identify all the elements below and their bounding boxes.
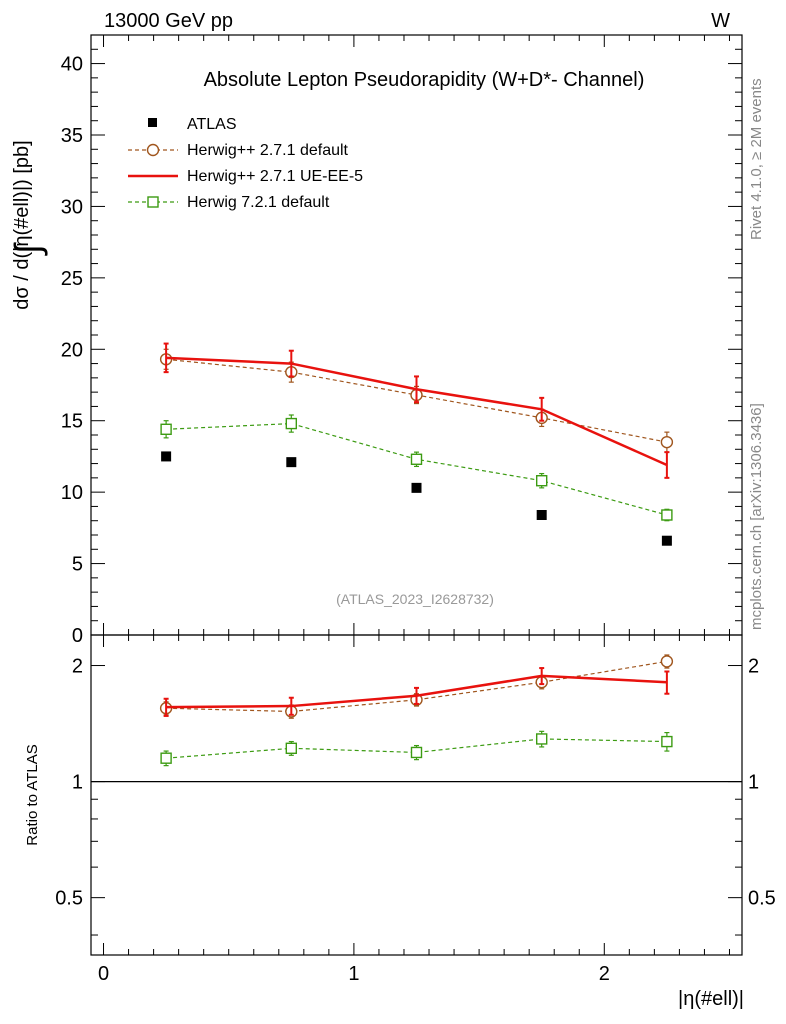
- atlas-data-point: [661, 535, 672, 546]
- legend-label-atlas: ATLAS: [187, 116, 237, 133]
- legend-label-herwig7-default: Herwig 7.2.1 default: [187, 194, 330, 211]
- ratio-y-tick-label-left: 2: [72, 656, 83, 678]
- legend-entry-herwigpp-ueee5: Herwig++ 2.7.1 UE-EE-5: [128, 168, 363, 185]
- main-y-tick-labels: 0 5 10 15 20 25 30 35 40: [61, 54, 83, 647]
- main-y-tick-label: 0: [72, 625, 83, 647]
- y-axis-label: dσ / d(|η(#ell)|) [pb]: [11, 140, 33, 309]
- ratio-y-tick-label-left: 0.5: [55, 888, 83, 910]
- chart-title: Absolute Lepton Pseudorapidity (W+D*- Ch…: [204, 69, 645, 91]
- y-axis-integral-sign: ∫: [7, 242, 48, 256]
- main-y-tick-label: 10: [61, 482, 83, 504]
- series-3-square-point: [160, 423, 172, 435]
- series-1-circle-point: [660, 435, 674, 449]
- series-3-square-point: [535, 475, 548, 487]
- legend-entry-herwigpp-default: Herwig++ 2.7.1 default: [128, 142, 349, 159]
- series-3-square-point: [410, 453, 423, 465]
- analysis-watermark: (ATLAS_2023_I2628732): [336, 591, 494, 607]
- series-3-ratio-square-point: [535, 733, 548, 745]
- main-y-tick-label: 40: [61, 54, 83, 76]
- legend-entry-atlas: ATLAS: [148, 116, 237, 133]
- x-tick-label: 1: [348, 963, 359, 985]
- legend: ATLAS Herwig++ 2.7.1 default Herwig++ 2.…: [128, 116, 363, 211]
- x-tick-labels: 0 1 2: [98, 963, 610, 985]
- header-energy-label: 13000 GeV pp: [104, 10, 233, 32]
- ratio-y-tick-label-left: 1: [72, 772, 83, 794]
- atlas-data-point: [161, 451, 172, 462]
- ratio-series-layer: [159, 654, 674, 767]
- ratio-y-tick-label-right: 2: [748, 656, 759, 678]
- series-3-ratio-square-point: [661, 735, 673, 748]
- atlas-data-point: [536, 510, 547, 520]
- main-y-tick-label: 15: [61, 411, 83, 433]
- series-3-ratio-square-point: [285, 742, 298, 754]
- series-2-line: [166, 356, 668, 467]
- series-3-square-point: [661, 509, 673, 521]
- ratio-panel-frame: [90, 634, 743, 956]
- legend-marker-atlas: [148, 118, 157, 127]
- legend-marker-herwig7-default: [147, 196, 159, 208]
- main-y-tick-label: 20: [61, 339, 83, 361]
- axis-ticks: [91, 34, 742, 955]
- x-tick-label: 2: [599, 963, 610, 985]
- legend-marker-herwigpp-default: [146, 143, 160, 157]
- x-axis-label: |η(#ell)|: [678, 988, 744, 1010]
- legend-label-herwigpp-ueee5: Herwig++ 2.7.1 UE-EE-5: [187, 168, 363, 185]
- ratio-y-tick-labels: 0.5 0.5 1 1 2 2: [55, 656, 776, 910]
- x-tick-label: 0: [98, 963, 109, 985]
- ratio-y-tick-label-right: 0.5: [748, 888, 776, 910]
- ratio-y-tick-label-right: 1: [748, 772, 759, 794]
- header-process-label: W: [711, 10, 730, 32]
- series-3-ratio-square-point: [160, 752, 172, 764]
- side-label-mcplots: mcplots.cern.ch [arXiv:1306.3436]: [748, 403, 765, 630]
- main-series-layer: [159, 342, 674, 546]
- main-y-tick-label: 30: [61, 196, 83, 218]
- atlas-data-point: [411, 482, 422, 493]
- legend-entry-herwig7-default: Herwig 7.2.1 default: [128, 194, 330, 211]
- side-label-rivet: Rivet 4.1.0, ≥ 2M events: [748, 78, 765, 240]
- series-3-line: [166, 422, 668, 516]
- main-y-tick-label: 25: [61, 268, 83, 290]
- legend-label-herwigpp-default: Herwig++ 2.7.1 default: [187, 142, 349, 159]
- main-y-tick-label: 35: [61, 125, 83, 147]
- ratio-y-axis-label: Ratio to ATLAS: [24, 744, 41, 845]
- series-3-ratio-square-point: [410, 746, 423, 759]
- main-y-tick-label: 5: [72, 554, 83, 576]
- series-1-ratio-circle-point: [660, 655, 674, 668]
- series-3-square-point: [285, 417, 298, 430]
- atlas-data-point: [286, 457, 297, 468]
